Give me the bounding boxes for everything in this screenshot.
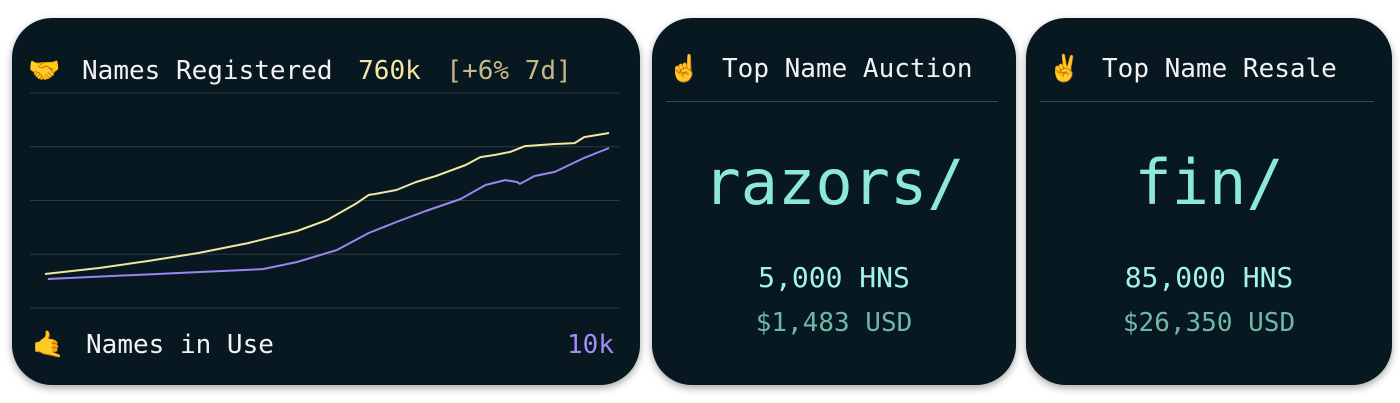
auction-card: ☝️ Top Name Auction razors/ 5,000 HNS $1… xyxy=(652,18,1016,385)
footer-value: 10k xyxy=(567,330,614,360)
card-header: ☝️ Top Name Auction xyxy=(668,54,1016,84)
line-series xyxy=(44,132,610,275)
price-hns: 5,000 HNS xyxy=(758,261,910,294)
card-header: ✌️ Top Name Resale xyxy=(1048,54,1392,84)
top-name: razors/ xyxy=(703,146,965,219)
resale-card: ✌️ Top Name Resale fin/ 85,000 HNS $26,3… xyxy=(1026,18,1392,385)
icon: 🤙 xyxy=(32,330,65,360)
icon: 🤝 xyxy=(28,56,61,86)
line-series xyxy=(47,147,610,280)
icon: ✌️ xyxy=(1048,54,1081,84)
stat-change: [+6% 7d] xyxy=(446,56,572,86)
price-usd: $26,350 USD xyxy=(1122,308,1296,338)
card-title: Names Registered xyxy=(82,56,333,86)
icon: ☝️ xyxy=(668,54,701,84)
top-name: fin/ xyxy=(1134,146,1284,219)
card-header: 🤝 Names Registered 760k [+6% 7d] xyxy=(28,56,640,86)
chart xyxy=(30,92,620,309)
stat-value: 760k xyxy=(358,56,421,86)
divider xyxy=(1040,101,1374,102)
divider xyxy=(666,101,998,102)
card-title: Top Name Auction xyxy=(722,54,973,84)
price-usd: $1,483 USD xyxy=(755,308,913,338)
card-title: Top Name Resale xyxy=(1102,54,1337,84)
footer-label: Names in Use xyxy=(86,330,274,360)
card-footer: 🤙 Names in Use 10k xyxy=(32,330,614,360)
registered-card: 🤝 Names Registered 760k [+6% 7d] 🤙 Names… xyxy=(12,18,640,385)
price-hns: 85,000 HNS xyxy=(1124,261,1294,294)
